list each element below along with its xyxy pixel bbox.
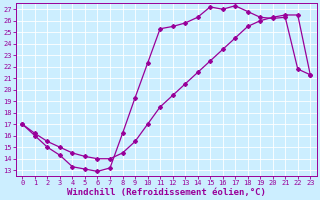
X-axis label: Windchill (Refroidissement éolien,°C): Windchill (Refroidissement éolien,°C) <box>67 188 266 197</box>
